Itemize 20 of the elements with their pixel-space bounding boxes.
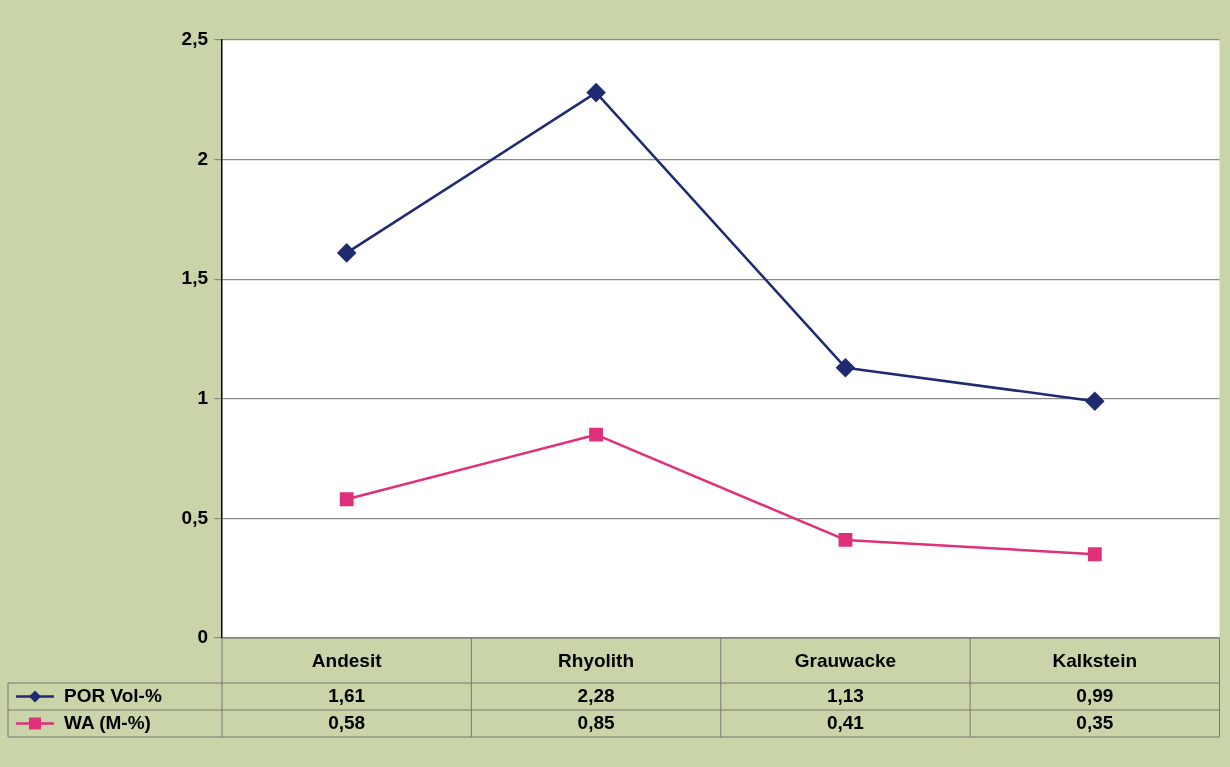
data-label: 0,85 (577, 711, 615, 733)
y-tick-label: 2 (197, 147, 208, 169)
data-label: 1,13 (826, 684, 864, 706)
y-tick-label: 0 (197, 626, 208, 648)
x-tick-label: Rhyolith (558, 649, 635, 671)
data-label: 0,58 (328, 711, 366, 733)
y-tick-label: 0,5 (181, 506, 209, 528)
x-tick-label: Andesit (311, 649, 383, 671)
y-tick-label: 2,5 (181, 28, 209, 50)
data-label: 1,61 (328, 684, 366, 706)
y-tick-label: 1 (197, 387, 209, 409)
y-tick-label: 1,5 (181, 267, 209, 289)
data-label: 0,99 (1076, 684, 1114, 706)
legend-label: WA (M-%) (64, 711, 151, 733)
x-tick-label: Grauwacke (794, 649, 897, 671)
legend-label: POR Vol-% (64, 684, 162, 706)
x-tick-label: Kalkstein (1052, 649, 1138, 671)
data-label: 2,28 (577, 684, 615, 706)
data-label: 0,35 (1076, 711, 1114, 733)
data-label: 0,41 (826, 711, 865, 733)
